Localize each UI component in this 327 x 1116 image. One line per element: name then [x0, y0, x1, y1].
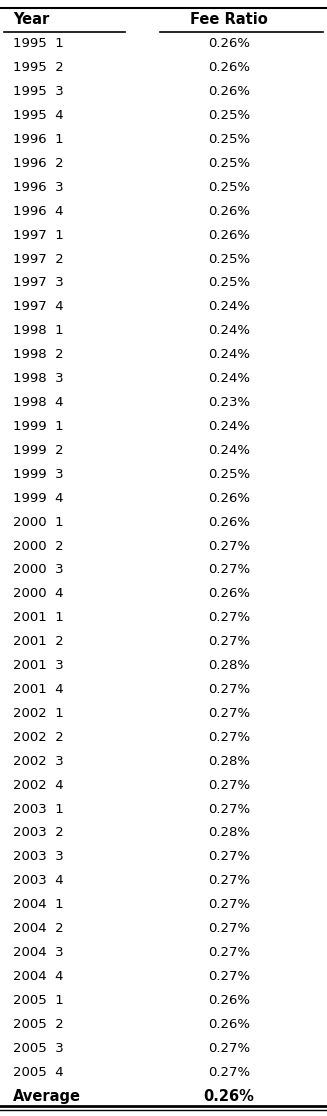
Text: Average: Average — [13, 1088, 81, 1104]
Text: 0.27%: 0.27% — [208, 1041, 250, 1055]
Text: 0.27%: 0.27% — [208, 779, 250, 791]
Text: 0.25%: 0.25% — [208, 277, 250, 289]
Text: 2003  2: 2003 2 — [13, 827, 64, 839]
Text: 0.25%: 0.25% — [208, 181, 250, 194]
Text: 0.27%: 0.27% — [208, 874, 250, 887]
Text: 2005  4: 2005 4 — [13, 1066, 64, 1079]
Text: 0.26%: 0.26% — [208, 229, 250, 242]
Text: 2000  4: 2000 4 — [13, 587, 63, 600]
Text: 0.27%: 0.27% — [208, 731, 250, 744]
Text: 0.26%: 0.26% — [208, 516, 250, 529]
Text: 1997  4: 1997 4 — [13, 300, 64, 314]
Text: 2004  3: 2004 3 — [13, 946, 64, 959]
Text: 1998  1: 1998 1 — [13, 325, 64, 337]
Text: 0.27%: 0.27% — [208, 706, 250, 720]
Text: 2002  2: 2002 2 — [13, 731, 64, 744]
Text: 0.27%: 0.27% — [208, 802, 250, 816]
Text: 2004  1: 2004 1 — [13, 898, 64, 912]
Text: 2002  1: 2002 1 — [13, 706, 64, 720]
Text: 1998  4: 1998 4 — [13, 396, 63, 410]
Text: 1995  3: 1995 3 — [13, 85, 64, 98]
Text: Year: Year — [13, 12, 49, 28]
Text: 0.25%: 0.25% — [208, 252, 250, 266]
Text: 0.24%: 0.24% — [208, 444, 250, 456]
Text: 2003  4: 2003 4 — [13, 874, 64, 887]
Text: 0.26%: 0.26% — [208, 37, 250, 50]
Text: 0.26%: 0.26% — [208, 1018, 250, 1031]
Text: 2001  4: 2001 4 — [13, 683, 64, 696]
Text: 1996  2: 1996 2 — [13, 157, 64, 170]
Text: 2005  1: 2005 1 — [13, 994, 64, 1007]
Text: 1996  4: 1996 4 — [13, 204, 63, 218]
Text: 1999  3: 1999 3 — [13, 468, 64, 481]
Text: 2000  1: 2000 1 — [13, 516, 64, 529]
Text: 1995  2: 1995 2 — [13, 61, 64, 75]
Text: 1998  2: 1998 2 — [13, 348, 64, 362]
Text: 2004  4: 2004 4 — [13, 970, 63, 983]
Text: 0.23%: 0.23% — [208, 396, 250, 410]
Text: 0.26%: 0.26% — [208, 994, 250, 1007]
Text: 2004  2: 2004 2 — [13, 922, 64, 935]
Text: 0.27%: 0.27% — [208, 612, 250, 624]
Text: 2001  1: 2001 1 — [13, 612, 64, 624]
Text: 2005  3: 2005 3 — [13, 1041, 64, 1055]
Text: 1997  3: 1997 3 — [13, 277, 64, 289]
Text: 0.26%: 0.26% — [208, 61, 250, 75]
Text: 0.27%: 0.27% — [208, 946, 250, 959]
Text: 0.26%: 0.26% — [208, 492, 250, 504]
Text: 0.27%: 0.27% — [208, 850, 250, 864]
Text: 0.28%: 0.28% — [208, 754, 250, 768]
Text: 1999  1: 1999 1 — [13, 420, 64, 433]
Text: 1997  2: 1997 2 — [13, 252, 64, 266]
Text: 0.25%: 0.25% — [208, 109, 250, 122]
Text: 0.27%: 0.27% — [208, 1066, 250, 1079]
Text: 0.28%: 0.28% — [208, 660, 250, 672]
Text: 1995  4: 1995 4 — [13, 109, 64, 122]
Text: 0.26%: 0.26% — [208, 85, 250, 98]
Text: 0.26%: 0.26% — [208, 204, 250, 218]
Text: 0.24%: 0.24% — [208, 325, 250, 337]
Text: 0.25%: 0.25% — [208, 468, 250, 481]
Text: 2000  2: 2000 2 — [13, 539, 64, 552]
Text: 1999  4: 1999 4 — [13, 492, 63, 504]
Text: 0.24%: 0.24% — [208, 372, 250, 385]
Text: 0.26%: 0.26% — [208, 587, 250, 600]
Text: Fee Ratio: Fee Ratio — [190, 12, 268, 28]
Text: 0.27%: 0.27% — [208, 898, 250, 912]
Text: 0.27%: 0.27% — [208, 635, 250, 648]
Text: 0.24%: 0.24% — [208, 420, 250, 433]
Text: 2001  3: 2001 3 — [13, 660, 64, 672]
Text: 0.25%: 0.25% — [208, 133, 250, 146]
Text: 2002  4: 2002 4 — [13, 779, 64, 791]
Text: 0.24%: 0.24% — [208, 300, 250, 314]
Text: 0.27%: 0.27% — [208, 539, 250, 552]
Text: 0.24%: 0.24% — [208, 348, 250, 362]
Text: 2003  3: 2003 3 — [13, 850, 64, 864]
Text: 1996  1: 1996 1 — [13, 133, 64, 146]
Text: 2000  3: 2000 3 — [13, 564, 64, 577]
Text: 0.26%: 0.26% — [203, 1088, 254, 1104]
Text: 0.25%: 0.25% — [208, 157, 250, 170]
Text: 2001  2: 2001 2 — [13, 635, 64, 648]
Text: 2005  2: 2005 2 — [13, 1018, 64, 1031]
Text: 1995  1: 1995 1 — [13, 37, 64, 50]
Text: 1998  3: 1998 3 — [13, 372, 64, 385]
Text: 1997  1: 1997 1 — [13, 229, 64, 242]
Text: 0.28%: 0.28% — [208, 827, 250, 839]
Text: 0.27%: 0.27% — [208, 683, 250, 696]
Text: 1996  3: 1996 3 — [13, 181, 64, 194]
Text: 0.27%: 0.27% — [208, 564, 250, 577]
Text: 0.27%: 0.27% — [208, 970, 250, 983]
Text: 1999  2: 1999 2 — [13, 444, 64, 456]
Text: 0.27%: 0.27% — [208, 922, 250, 935]
Text: 2003  1: 2003 1 — [13, 802, 64, 816]
Text: 2002  3: 2002 3 — [13, 754, 64, 768]
